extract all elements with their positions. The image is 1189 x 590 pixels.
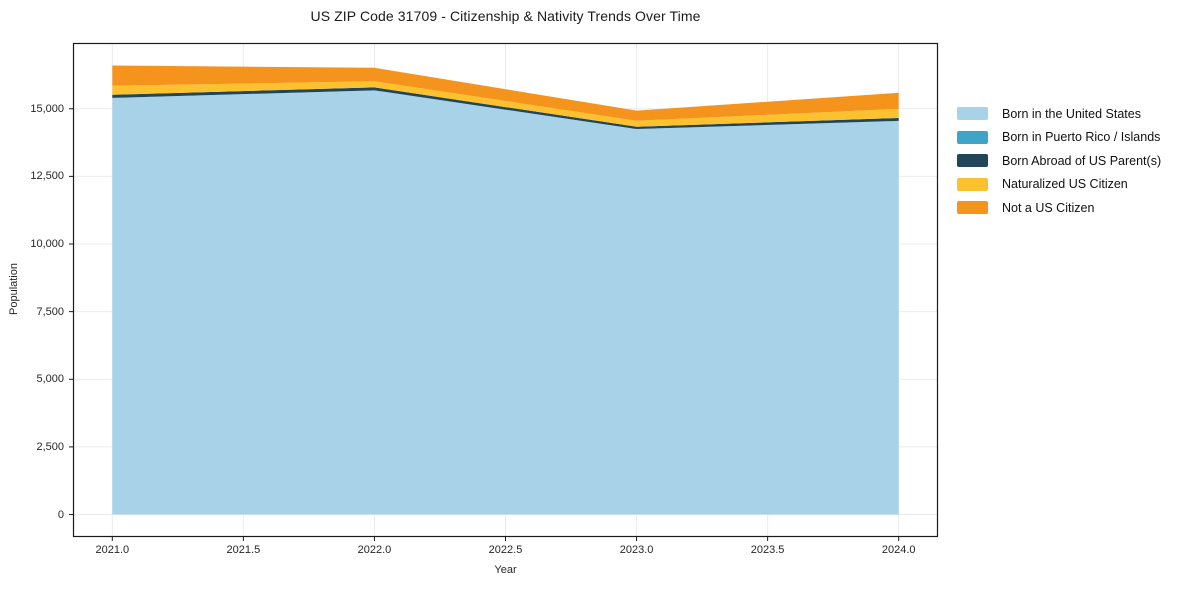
area-born-abroad-of-us-parent-s	[112, 87, 899, 130]
plot-border	[72, 42, 939, 538]
legend-label: Born in the United States	[1002, 106, 1141, 121]
plot-area	[69, 42, 939, 541]
legend-swatch	[957, 107, 988, 121]
y-tick-label: 0	[57, 508, 64, 521]
y-tick-label: 15,000	[30, 102, 64, 115]
x-tick-label: 2022.0	[357, 544, 392, 556]
legend-item: Born in the United States	[957, 102, 1161, 126]
y-tick-label: 10,000	[30, 238, 64, 250]
area-naturalized-us-citizen	[112, 81, 899, 127]
legend-swatch	[957, 130, 988, 144]
legend-label: Not a US Citizen	[1002, 200, 1095, 215]
legend-item: Born Abroad of US Parent(s)	[957, 149, 1161, 173]
area-not-a-us-citizen	[112, 65, 899, 121]
legend-label: Naturalized US Citizen	[1002, 177, 1128, 192]
chart-title: US ZIP Code 31709 - Citizenship & Nativi…	[310, 8, 701, 24]
x-tick-label: 2023.5	[750, 544, 785, 556]
area-born-in-the-united-states	[112, 90, 899, 515]
y-tick-label: 5,000	[36, 373, 64, 386]
legend-swatch	[957, 177, 988, 191]
legend-swatch	[957, 201, 988, 215]
legend-item: Born in Puerto Rico / Islands	[957, 126, 1161, 150]
legend-item: Not a US Citizen	[957, 196, 1161, 220]
legend: Born in the United States Born in Puerto …	[957, 102, 1161, 220]
x-tick-label: 2021.5	[226, 544, 261, 556]
legend-swatch	[957, 154, 988, 168]
y-tick-label: 2,500	[36, 440, 64, 453]
y-tick-label: 12,500	[30, 170, 64, 183]
y-tick-label: 7,500	[36, 305, 64, 318]
x-tick-label: 2022.5	[488, 544, 523, 556]
legend-item: Naturalized US Citizen	[957, 173, 1161, 197]
x-tick-label: 2021.0	[95, 544, 130, 556]
legend-label: Born Abroad of US Parent(s)	[1002, 153, 1162, 168]
x-tick-label: 2023.0	[619, 544, 654, 556]
x-axis-label: Year	[494, 564, 517, 576]
legend-label: Born in Puerto Rico / Islands	[1002, 130, 1161, 145]
x-tick-label: 2024.0	[881, 544, 916, 556]
plot-inner	[69, 42, 939, 541]
